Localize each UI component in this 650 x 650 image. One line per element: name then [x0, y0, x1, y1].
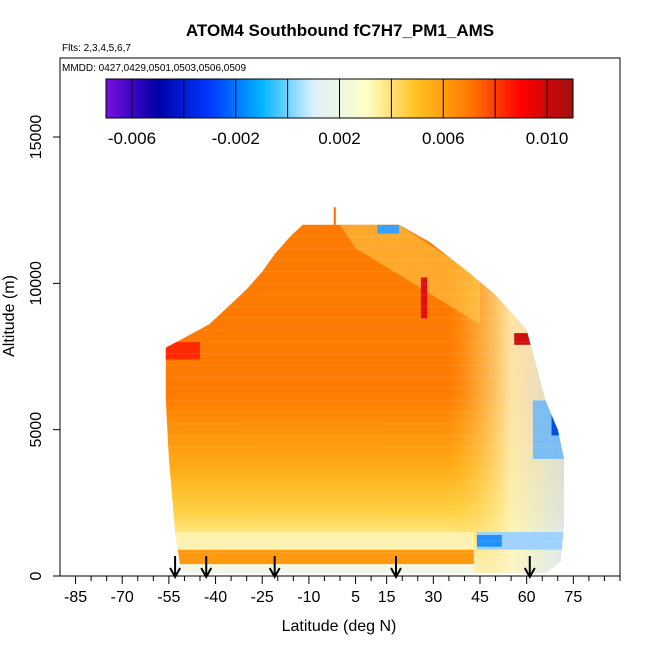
heatmap-blue-core — [476, 535, 502, 547]
flight-arrow-head — [523, 567, 536, 580]
heatmap-pale-strip — [168, 532, 474, 550]
y-tick-label: 5000 — [28, 412, 45, 448]
heatmap-upper-wedge — [340, 224, 480, 325]
axes: -85 -70 -55 -40 -25 -10 5 15 30 45 60 75 0 5000 10000 1… — [28, 115, 621, 606]
y-axis-label: Altitude (m) — [1, 275, 18, 357]
x-tick-label: 45 — [471, 589, 489, 606]
flights-label: Flts: 2,3,4,5,6,7 — [62, 43, 131, 54]
mmdd-label: MMDD: 0427,0429,0501,0503,0506,0509 — [62, 63, 246, 74]
x-tick-label: -55 — [157, 589, 180, 606]
colorbar-tick-label: -0.006 — [108, 129, 156, 148]
heatmap-surface-strip — [168, 564, 474, 574]
heatmap-right-band — [448, 224, 565, 574]
heatmap-top-column — [333, 207, 336, 225]
x-tick-label: -40 — [204, 589, 227, 606]
heatmap-field — [165, 207, 565, 574]
heatmap-blue-right — [532, 400, 564, 459]
y-tick-label: 0 — [28, 571, 45, 580]
flight-arrow — [523, 556, 536, 580]
x-tick-label: -85 — [64, 589, 87, 606]
flight-arrow — [390, 556, 402, 580]
y-tick-label: 10000 — [28, 261, 45, 306]
colorbar-tick-label: 0.002 — [318, 129, 361, 148]
heatmap-cells — [165, 224, 565, 574]
flight-arrow — [200, 556, 213, 580]
x-tick-label: 30 — [424, 589, 442, 606]
colorbar-tick-label: 0.010 — [526, 129, 569, 148]
flight-arrow-head — [169, 567, 181, 580]
flight-arrow — [268, 556, 281, 580]
flight-arrow-head — [390, 567, 402, 580]
flight-arrow-head — [200, 567, 213, 580]
x-tick-label: -10 — [297, 589, 320, 606]
flight-arrow-head — [268, 567, 281, 580]
x-tick-label: 5 — [351, 589, 360, 606]
x-tick-label: 60 — [518, 589, 536, 606]
flight-arrow — [169, 556, 181, 580]
x-tick-label: -70 — [111, 589, 134, 606]
colorbar-tick-label: -0.002 — [212, 129, 260, 148]
heatmap-red-spot — [420, 277, 428, 319]
heatmap-blue-top — [377, 224, 400, 234]
colorbar-tick-label: 0.006 — [422, 129, 465, 148]
x-tick-label: 75 — [564, 589, 582, 606]
x-tick-label: -25 — [251, 589, 274, 606]
colorbar: -0.006 -0.002 0.002 0.006 0.010 — [105, 78, 574, 148]
chart-title: ATOM4 Southbound fC7H7_PM1_AMS — [186, 21, 494, 40]
x-axis-label: Latitude (deg N) — [282, 618, 397, 635]
x-tick-label: 15 — [378, 589, 396, 606]
heatmap-blue-right-core — [551, 415, 564, 436]
heatmap-red-edge — [165, 341, 200, 360]
heatmap-red-spot-2 — [514, 333, 533, 345]
y-tick-label: 15000 — [28, 115, 45, 160]
heatmap-low-strip — [168, 549, 474, 565]
flight-arrows — [169, 556, 536, 580]
